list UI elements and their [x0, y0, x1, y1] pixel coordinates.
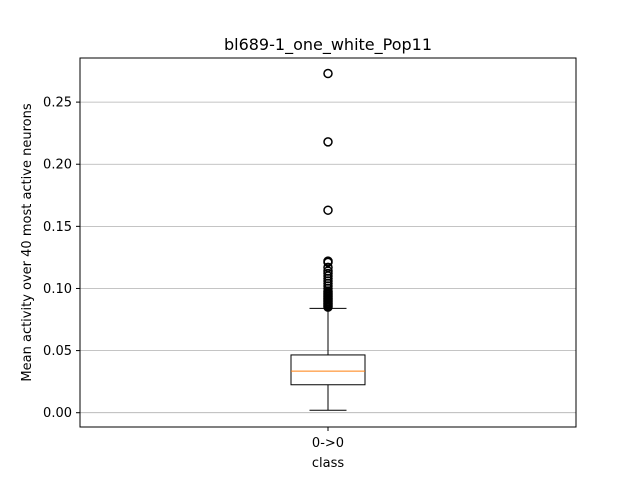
y-tick-label: 0.10 — [43, 282, 72, 297]
outlier-point — [323, 68, 333, 79]
x-axis-label: class — [312, 456, 344, 471]
y-axis-label: Mean activity over 40 most active neuron… — [20, 103, 35, 381]
x-tick-label: 0->0 — [312, 436, 344, 451]
y-tick-label: 0.05 — [43, 344, 72, 359]
y-tick-label: 0.25 — [43, 96, 72, 111]
x-axis: 0->0 — [312, 427, 344, 451]
outlier-point — [323, 137, 333, 147]
y-tick-label: 0.20 — [43, 158, 72, 173]
chart-title: bl689-1_one_white_Pop11 — [224, 35, 432, 55]
outlier-point — [323, 205, 333, 215]
outlier-point — [323, 302, 333, 312]
y-tick-label: 0.00 — [43, 406, 72, 421]
iqr-box — [290, 354, 366, 386]
y-axis: 0.00 0.05 0.10 0.15 0.20 0.25 — [43, 96, 80, 421]
y-tick-label: 0.15 — [43, 220, 72, 235]
plot-frame — [79, 57, 577, 428]
boxplot-series — [290, 68, 366, 411]
